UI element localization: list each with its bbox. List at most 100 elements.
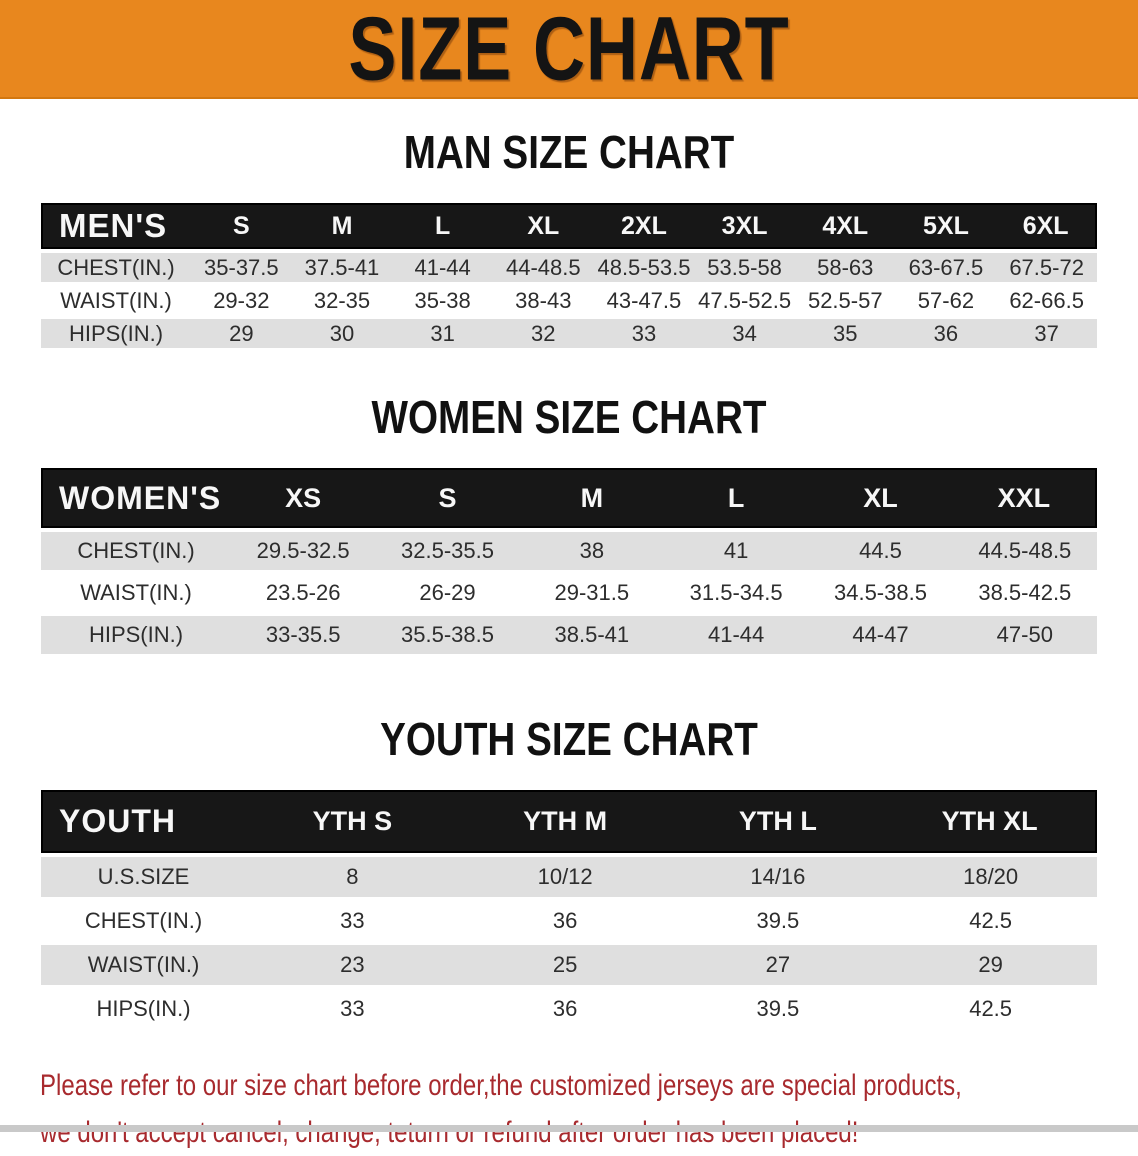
size-column-header: XXL <box>953 468 1097 528</box>
size-column-header: L <box>664 468 808 528</box>
row-label: WAIST(IN.) <box>41 574 231 612</box>
cell-value: 62-66.5 <box>996 286 1097 315</box>
cell-value: 58-63 <box>795 253 896 282</box>
cell-value: 47-50 <box>953 616 1097 654</box>
table-corner-label: MEN'S <box>41 203 191 249</box>
row-label: HIPS(IN.) <box>41 319 191 348</box>
cell-value: 35-38 <box>392 286 493 315</box>
cell-value: 8 <box>246 857 459 897</box>
cell-value: 41 <box>664 532 808 570</box>
cell-value: 53.5-58 <box>694 253 795 282</box>
cell-value: 41-44 <box>664 616 808 654</box>
size-column-header: 4XL <box>795 203 896 249</box>
table-corner-label: YOUTH <box>41 790 246 853</box>
table-corner-label: WOMEN'S <box>41 468 231 528</box>
cell-value: 35-37.5 <box>191 253 292 282</box>
size-chart-banner: SIZE CHART <box>0 0 1138 99</box>
size-column-header: 6XL <box>996 203 1097 249</box>
cell-value: 34.5-38.5 <box>808 574 952 612</box>
cell-value: 39.5 <box>672 989 885 1029</box>
cell-value: 29 <box>191 319 292 348</box>
youth-section-heading: YOUTH SIZE CHART <box>91 716 1047 762</box>
size-column-header: YTH M <box>459 790 672 853</box>
cell-value: 37 <box>996 319 1097 348</box>
men-section-heading: MAN SIZE CHART <box>91 129 1047 175</box>
cell-value: 44.5-48.5 <box>953 532 1097 570</box>
size-column-header: 3XL <box>694 203 795 249</box>
row-label: HIPS(IN.) <box>41 989 246 1029</box>
size-column-header: S <box>191 203 292 249</box>
cell-value: 25 <box>459 945 672 985</box>
cell-value: 37.5-41 <box>292 253 393 282</box>
cell-value: 44.5 <box>808 532 952 570</box>
cell-value: 35.5-38.5 <box>375 616 519 654</box>
size-column-header: 2XL <box>594 203 695 249</box>
cell-value: 39.5 <box>672 901 885 941</box>
cell-value: 29-31.5 <box>520 574 664 612</box>
women-section-heading: WOMEN SIZE CHART <box>91 394 1047 440</box>
cell-value: 41-44 <box>392 253 493 282</box>
size-column-header: M <box>520 468 664 528</box>
cell-value: 29.5-32.5 <box>231 532 375 570</box>
cell-value: 48.5-53.5 <box>594 253 695 282</box>
size-column-header: XL <box>493 203 594 249</box>
cell-value: 47.5-52.5 <box>694 286 795 315</box>
cell-value: 35 <box>795 319 896 348</box>
cell-value: 23 <box>246 945 459 985</box>
banner-title: SIZE CHART <box>348 4 789 94</box>
cell-value: 67.5-72 <box>996 253 1097 282</box>
cell-value: 33 <box>246 901 459 941</box>
cell-value: 42.5 <box>884 989 1097 1029</box>
disclaimer-line-2: we don't accept cancel, change, teturn o… <box>40 1110 918 1156</box>
cell-value: 43-47.5 <box>594 286 695 315</box>
cell-value: 14/16 <box>672 857 885 897</box>
cell-value: 33 <box>246 989 459 1029</box>
size-column-header: S <box>375 468 519 528</box>
cell-value: 38.5-41 <box>520 616 664 654</box>
cell-value: 57-62 <box>896 286 997 315</box>
cell-value: 32-35 <box>292 286 393 315</box>
cell-value: 31.5-34.5 <box>664 574 808 612</box>
size-column-header: YTH S <box>246 790 459 853</box>
cell-value: 38.5-42.5 <box>953 574 1097 612</box>
cell-value: 52.5-57 <box>795 286 896 315</box>
cell-value: 38 <box>520 532 664 570</box>
row-label: WAIST(IN.) <box>41 286 191 315</box>
row-label: HIPS(IN.) <box>41 616 231 654</box>
row-label: CHEST(IN.) <box>41 253 191 282</box>
cell-value: 23.5-26 <box>231 574 375 612</box>
cell-value: 32 <box>493 319 594 348</box>
cell-value: 36 <box>896 319 997 348</box>
size-column-header: YTH L <box>672 790 885 853</box>
cell-value: 18/20 <box>884 857 1097 897</box>
cell-value: 32.5-35.5 <box>375 532 519 570</box>
size-column-header: XS <box>231 468 375 528</box>
cell-value: 10/12 <box>459 857 672 897</box>
cell-value: 27 <box>672 945 885 985</box>
row-label: CHEST(IN.) <box>41 901 246 941</box>
row-label: CHEST(IN.) <box>41 532 231 570</box>
size-column-header: 5XL <box>896 203 997 249</box>
cell-value: 31 <box>392 319 493 348</box>
cell-value: 26-29 <box>375 574 519 612</box>
cell-value: 29 <box>884 945 1097 985</box>
size-column-header: YTH XL <box>884 790 1097 853</box>
size-column-header: XL <box>808 468 952 528</box>
cell-value: 44-48.5 <box>493 253 594 282</box>
cell-value: 42.5 <box>884 901 1097 941</box>
